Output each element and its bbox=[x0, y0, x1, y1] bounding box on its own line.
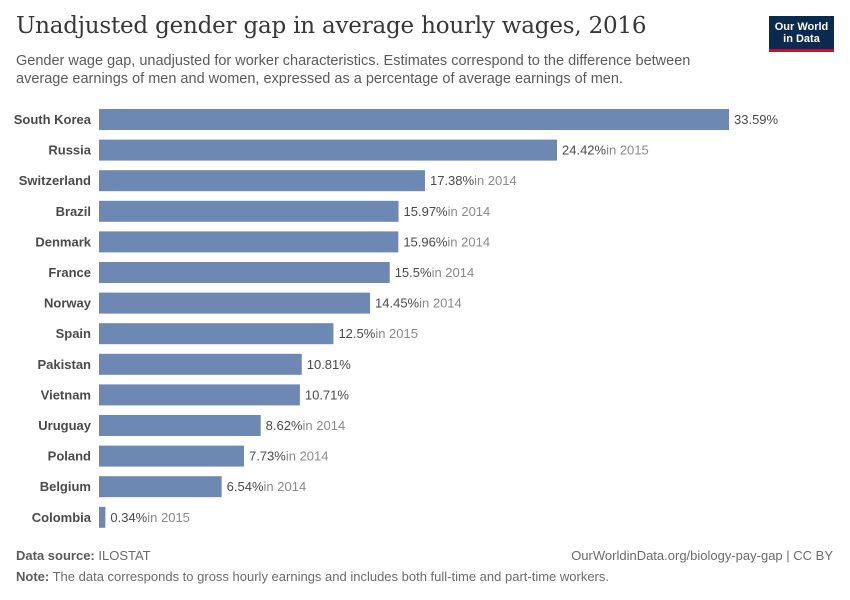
note-text: The data corresponds to gross hourly ear… bbox=[52, 569, 610, 584]
category-label-denmark: Denmark bbox=[35, 234, 91, 249]
value-label-denmark: 15.96%in 2014 bbox=[403, 234, 490, 249]
bar-france[interactable] bbox=[99, 262, 390, 283]
bar-vietnam[interactable] bbox=[99, 384, 300, 406]
bar-norway[interactable] bbox=[99, 292, 371, 314]
category-label-brazil: Brazil bbox=[56, 204, 91, 219]
chart-title: Unadjusted gender gap in average hourly … bbox=[16, 13, 647, 39]
owid-logo[interactable]: Our World in Data bbox=[769, 16, 834, 52]
category-label-vietnam: Vietnam bbox=[41, 387, 91, 402]
chart-note: Note: The data corresponds to gross hour… bbox=[16, 569, 609, 584]
category-label-poland: Poland bbox=[48, 449, 91, 464]
logo-line-1: Our World bbox=[774, 21, 829, 33]
value-label-switzerland: 17.38%in 2014 bbox=[430, 173, 517, 188]
bar-poland[interactable] bbox=[99, 445, 244, 467]
value-label-france: 15.5%in 2014 bbox=[395, 265, 475, 280]
bar-russia[interactable] bbox=[99, 139, 558, 161]
value-label-vietnam: 10.71% bbox=[305, 387, 350, 402]
bar-spain[interactable] bbox=[99, 323, 334, 345]
bar-colombia[interactable] bbox=[99, 506, 106, 528]
category-label-switzerland: Switzerland bbox=[19, 173, 91, 188]
category-label-colombia: Colombia bbox=[32, 510, 92, 525]
value-label-south-korea: 33.59% bbox=[734, 112, 779, 127]
data-source-value[interactable]: ILOSTAT bbox=[98, 548, 151, 563]
category-label-pakistan: Pakistan bbox=[38, 357, 92, 372]
bar-brazil[interactable] bbox=[99, 200, 399, 222]
category-label-france: France bbox=[48, 265, 91, 280]
category-label-south-korea: South Korea bbox=[14, 112, 92, 127]
value-label-spain: 12.5%in 2015 bbox=[338, 326, 418, 341]
value-label-colombia: 0.34%in 2015 bbox=[110, 510, 190, 525]
data-source: Data source: ILOSTAT bbox=[16, 548, 151, 563]
value-label-russia: 24.42%in 2015 bbox=[562, 143, 649, 158]
bar-belgium[interactable] bbox=[99, 476, 222, 498]
value-label-belgium: 6.54%in 2014 bbox=[227, 479, 307, 494]
bar-south-korea[interactable] bbox=[99, 109, 729, 130]
note-label: Note: bbox=[16, 569, 50, 584]
bar-switzerland[interactable] bbox=[99, 170, 425, 192]
category-label-belgium: Belgium bbox=[40, 479, 91, 494]
bar-denmark[interactable] bbox=[99, 231, 399, 253]
data-source-label: Data source: bbox=[16, 548, 95, 563]
bar-pakistan[interactable] bbox=[99, 353, 302, 375]
source-url[interactable]: OurWorldinData.org/biology-pay-gap | CC … bbox=[571, 548, 833, 563]
value-label-poland: 7.73%in 2014 bbox=[249, 449, 329, 464]
value-label-brazil: 15.97%in 2014 bbox=[404, 204, 491, 219]
category-label-uruguay: Uruguay bbox=[38, 418, 92, 433]
value-label-norway: 14.45%in 2014 bbox=[375, 296, 462, 311]
category-label-spain: Spain bbox=[56, 326, 91, 341]
value-label-pakistan: 10.81% bbox=[307, 357, 352, 372]
bar-uruguay[interactable] bbox=[99, 415, 261, 436]
category-label-russia: Russia bbox=[48, 143, 91, 158]
category-label-norway: Norway bbox=[44, 296, 92, 311]
logo-line-2: in Data bbox=[783, 33, 820, 45]
value-label-uruguay: 8.62%in 2014 bbox=[266, 418, 346, 433]
chart-subtitle: Gender wage gap, unadjusted for worker c… bbox=[16, 53, 691, 87]
